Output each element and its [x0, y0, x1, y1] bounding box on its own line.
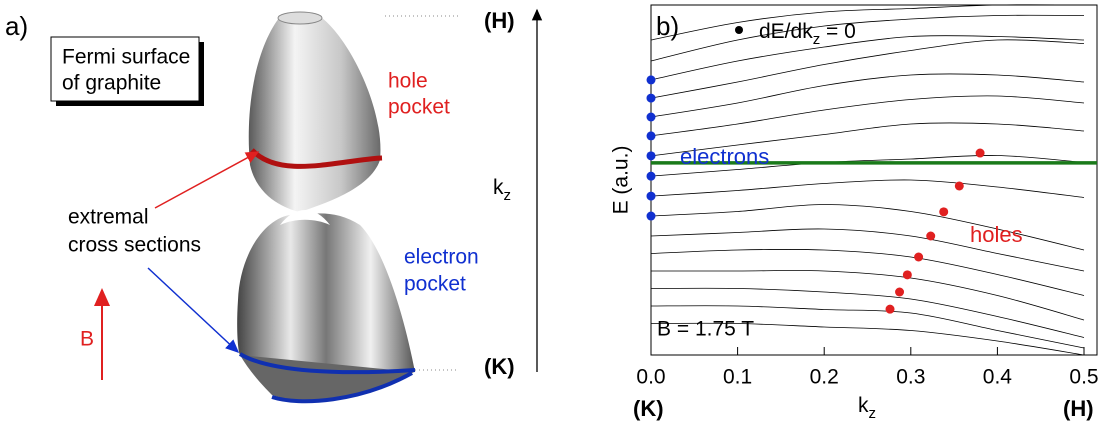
electron-cross-section [238, 352, 416, 375]
hole-cross-section [250, 148, 383, 169]
panel-label: a) [5, 11, 28, 41]
level-curve [650, 322, 1085, 356]
neck [280, 210, 330, 225]
extremal-point [646, 211, 656, 221]
kz-sub: z [504, 187, 512, 204]
level-curve [650, 122, 1085, 157]
level-curve [650, 248, 1085, 296]
legend-sub: z [813, 31, 821, 48]
x-tick-label: 0.1 [723, 366, 752, 389]
level-curve [650, 287, 1085, 338]
box-text: of graphite [62, 72, 161, 95]
plot-frame [650, 4, 1098, 356]
extremal-point [646, 131, 656, 141]
level-curve [650, 4, 1085, 41]
electron-label: electron [404, 246, 479, 269]
top-label: (H) [484, 8, 515, 33]
panel-a: a) Fermi surface of graphite hole pocket… [5, 8, 543, 404]
arrow [147, 267, 240, 354]
legend-marker [735, 26, 743, 34]
level-curve [650, 95, 1085, 137]
arrow [154, 151, 260, 209]
extremal-point [646, 151, 656, 161]
points-label: electrons [680, 144, 769, 169]
annotation: B = 1.75 T [657, 318, 754, 341]
x-label: kz [858, 394, 876, 422]
electron-cross-section [271, 371, 413, 404]
extremal-point [646, 75, 656, 85]
extremal-point [646, 191, 656, 201]
x-tick-label: 0.0 [636, 366, 665, 389]
panel-label: b) [656, 11, 679, 41]
x-tick-label: 0.4 [983, 366, 1013, 389]
level-curve [650, 39, 1085, 99]
y-label: E (a.u.) [610, 146, 633, 215]
points-label: holes [970, 222, 1023, 247]
level-curve [650, 270, 1085, 321]
x-tick-label: 0.5 [1069, 366, 1098, 389]
level-curve [650, 204, 1085, 251]
extremal-point [646, 93, 656, 103]
x-tick-label: 0.2 [810, 366, 839, 389]
hole-label: pocket [388, 96, 450, 119]
extremal-point [926, 231, 936, 241]
extremal-point [646, 112, 656, 122]
pocket-top [277, 11, 323, 25]
x-tick-label: 0.3 [896, 366, 925, 389]
bottom-label: (K) [484, 354, 515, 379]
electron-label: pocket [404, 273, 466, 296]
extremal-point [954, 181, 964, 191]
kz-label: kz [493, 176, 511, 204]
level-curve [650, 155, 1085, 177]
extremal-point [895, 287, 905, 297]
extremal-point [646, 171, 656, 181]
level-curve [650, 228, 1085, 272]
extremal-point [914, 252, 924, 262]
box-text: Fermi surface [62, 46, 190, 69]
level-curve [650, 14, 1085, 62]
electron-pocket [237, 213, 415, 376]
level-curve [650, 305, 1085, 349]
extremal-point [939, 207, 949, 217]
level-curve [650, 179, 1085, 198]
cross-label: extremal [68, 206, 149, 229]
hole-label: hole [388, 70, 428, 93]
kz-main: k [493, 176, 504, 199]
field-label: B [80, 328, 94, 351]
level-curve [650, 73, 1085, 118]
panel-b: b) dE/dkz = 0 B = 1.75 T E (a.u.) kz (K)… [610, 4, 1098, 422]
extremal-point [902, 270, 912, 280]
extremal-point [885, 304, 895, 314]
x-label-sub: z [869, 405, 877, 422]
extremal-point [975, 148, 985, 158]
title-box [50, 36, 200, 102]
x-end-label: (H) [1063, 396, 1094, 421]
hole-pocket [248, 18, 381, 212]
x-label-main: k [858, 394, 869, 417]
level-curve [650, 35, 1085, 81]
x-end-label: (K) [633, 396, 664, 421]
cross-label: cross sections [68, 234, 201, 257]
